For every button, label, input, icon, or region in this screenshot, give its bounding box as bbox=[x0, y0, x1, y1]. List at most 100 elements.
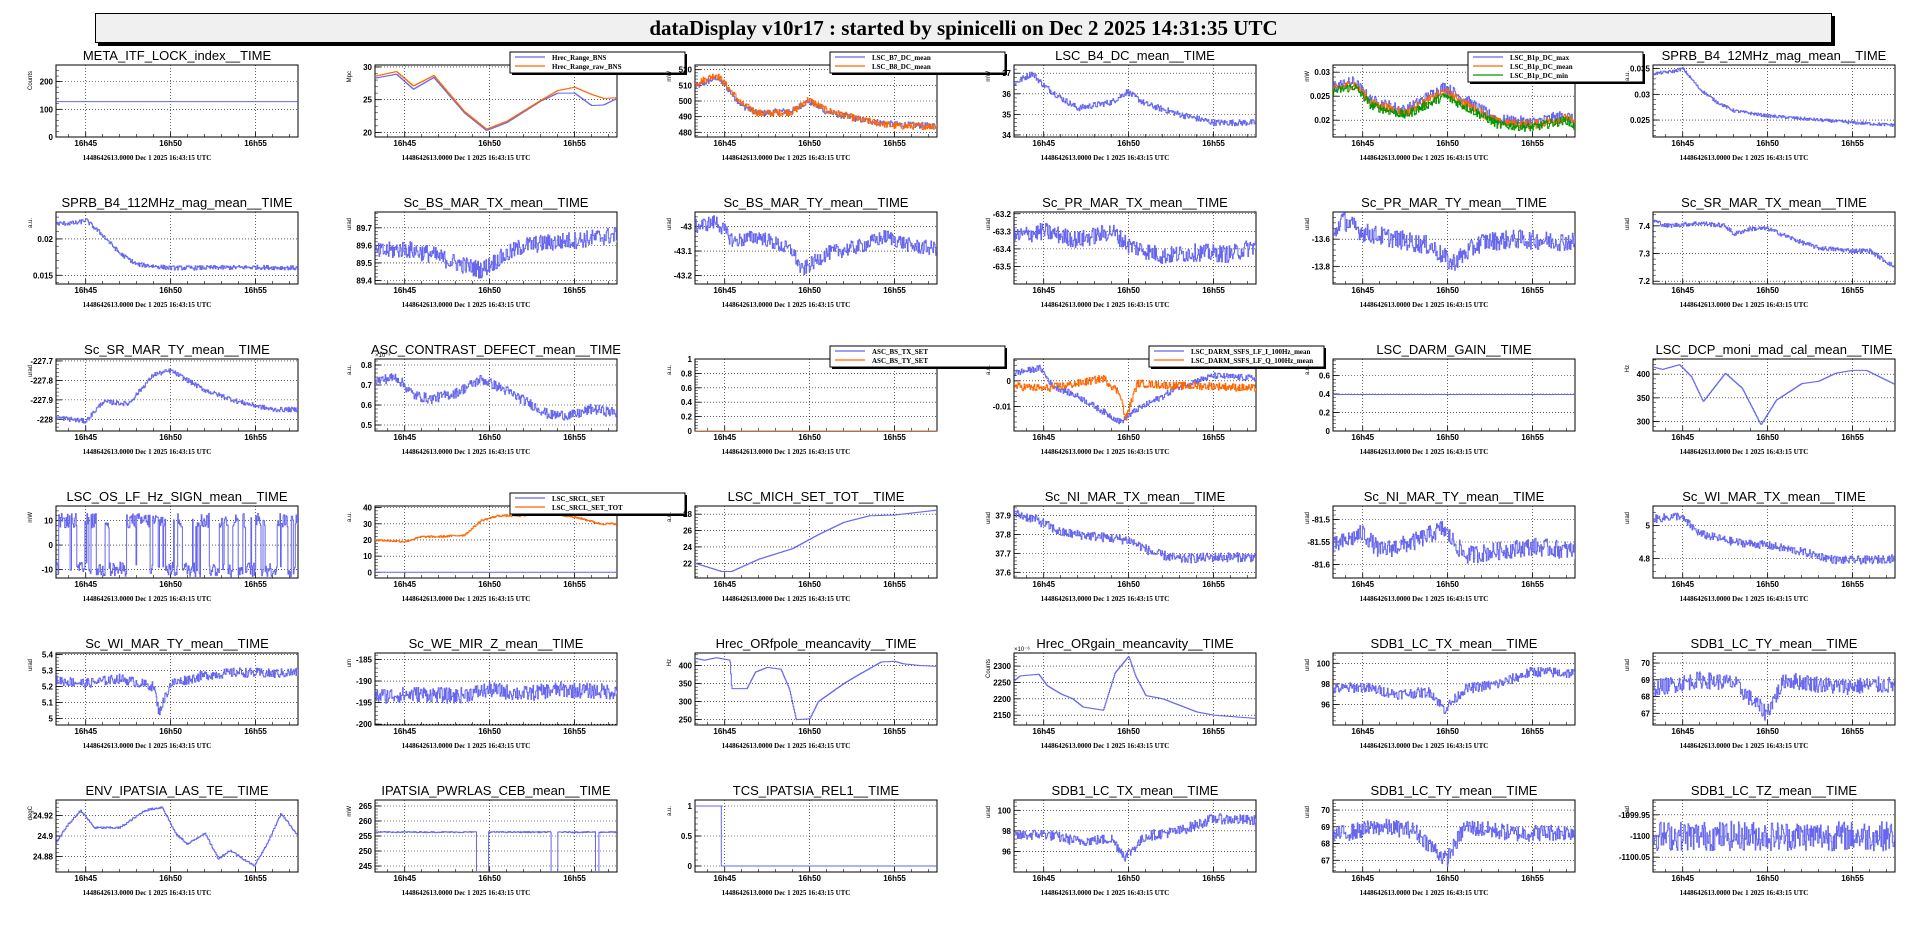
chart-title: SPRB_B4_112MHz_mag_mean__TIME bbox=[62, 195, 293, 210]
chart-panel: 16h45 16h50 16h55 67 68 69 70 urad SDB1_LC_TY_me… bbox=[1597, 636, 1916, 785]
chart-svg: 16h45 16h50 16h55 250 300 350 400 Hz Hrec_ORfpol… bbox=[667, 636, 938, 750]
y-tick-label: 0 bbox=[368, 568, 373, 577]
x-tick-label: 16h45 bbox=[1032, 874, 1055, 883]
y-tick-label: 0.7 bbox=[361, 381, 373, 390]
y-tick-label: -1100 bbox=[1629, 832, 1650, 841]
x-tick-label: 16h55 bbox=[563, 433, 586, 442]
x-tick-label: 16h45 bbox=[713, 433, 736, 442]
y-tick-label: 98 bbox=[1002, 827, 1011, 836]
legend-entry: ASC_BS_TX_SET bbox=[872, 348, 928, 356]
y-axis-label: mW bbox=[667, 71, 673, 82]
series-line bbox=[694, 215, 937, 275]
y-tick-label: 89.4 bbox=[357, 276, 373, 285]
y-tick-label: 5.3 bbox=[42, 667, 54, 676]
y-axis-label: urad bbox=[1305, 512, 1311, 524]
chart-title: SDB1_LC_TX_mean__TIME bbox=[1051, 783, 1218, 798]
y-tick-label: 5 bbox=[49, 715, 54, 724]
x-tick-label: 16h50 bbox=[1756, 874, 1779, 883]
y-tick-label: -43.2 bbox=[673, 271, 692, 280]
x-tick-label: 16h50 bbox=[1756, 286, 1779, 295]
y-axis-label: urad bbox=[1625, 218, 1631, 230]
x-tick-label: 16h45 bbox=[1352, 286, 1375, 295]
chart-footer-timestamp: 1448642613.0000 Dec 1 2025 16:43:15 UTC bbox=[83, 301, 212, 309]
chart-footer-timestamp: 1448642613.0000 Dec 1 2025 16:43:15 UTC bbox=[1679, 889, 1808, 897]
x-tick-label: 16h45 bbox=[1352, 727, 1375, 736]
legend-entry: Hrec_Range_raw_BNS bbox=[552, 63, 622, 71]
plot-frame bbox=[1013, 652, 1257, 726]
y-tick-label: 7.2 bbox=[1638, 277, 1650, 286]
y-tick-label: 34 bbox=[1002, 131, 1011, 140]
x-tick-label: 16h45 bbox=[394, 727, 417, 736]
plot-frame bbox=[1013, 358, 1257, 432]
x-tick-label: 16h50 bbox=[159, 727, 182, 736]
chart-svg: 16h45 16h50 16h55 -1100.05 -1100 -1099.95urad… bbox=[1618, 783, 1895, 897]
chart-svg: 16h45 16h50 16h55 -0.01 0 a.u. 1448642613.0000… bbox=[986, 345, 1326, 456]
y-tick-label: -227.9 bbox=[30, 396, 53, 405]
y-tick-label: 35 bbox=[1002, 110, 1011, 119]
y-tick-label: 260 bbox=[359, 817, 373, 826]
chart-svg: 16h45 16h50 16h55 -228 -227.9 -227.8 -227.7ura… bbox=[28, 342, 299, 456]
y-tick-label: 0.2 bbox=[1319, 409, 1331, 418]
chart-title: Sc_BS_MAR_TY_mean__TIME bbox=[723, 195, 908, 210]
y-tick-label: -81.6 bbox=[1312, 561, 1331, 570]
y-tick-label: 2150 bbox=[993, 711, 1011, 720]
x-tick-label: 16h45 bbox=[1352, 580, 1375, 589]
x-tick-label: 16h55 bbox=[244, 580, 267, 589]
y-tick-label: 100 bbox=[998, 806, 1012, 815]
x-tick-label: 16h45 bbox=[1671, 139, 1694, 148]
x-tick-label: 16h55 bbox=[883, 433, 906, 442]
y-tick-label: 0.015 bbox=[33, 271, 54, 280]
series-line bbox=[694, 73, 937, 130]
chart-svg: 16h45 16h50 16h55 245 250 255 260 265 mW IPATSIA_… bbox=[347, 783, 618, 897]
chart-panel: 16h45 16h50 16h55 -43.2 -43.1 -43 urad Sc_BS_MA… bbox=[639, 195, 958, 344]
y-tick-label: 30 bbox=[363, 520, 372, 529]
chart-footer-timestamp: 1448642613.0000 Dec 1 2025 16:43:15 UTC bbox=[1041, 742, 1170, 750]
x-tick-label: 16h45 bbox=[394, 433, 417, 442]
plot-frame bbox=[1013, 64, 1257, 138]
y-tick-label: 0.8 bbox=[680, 369, 692, 378]
series-line bbox=[1013, 71, 1256, 127]
y-axis-label: Mpc bbox=[347, 71, 353, 82]
chart-panel: 16h45 16h50 16h55 96 98 100 urad SDB1_LC_TX_mea… bbox=[1277, 636, 1596, 785]
y-axis-label: a.u. bbox=[986, 365, 992, 375]
x-tick-label: 16h55 bbox=[883, 874, 906, 883]
chart-svg: 16h45 16h50 16h55 -43.2 -43.1 -43 urad Sc_BS_MA… bbox=[667, 195, 938, 309]
x-tick-label: 16h45 bbox=[74, 139, 97, 148]
chart-footer-timestamp: 1448642613.0000 Dec 1 2025 16:43:15 UTC bbox=[1679, 742, 1808, 750]
y-tick-label: 98 bbox=[1321, 680, 1330, 689]
chart-title: SPRB_B4_12MHz_mag_mean__TIME bbox=[1661, 48, 1886, 63]
x-tick-label: 16h45 bbox=[74, 286, 97, 295]
y-tick-label: -63.2 bbox=[993, 210, 1012, 219]
x-tick-label: 16h55 bbox=[1202, 139, 1225, 148]
chart-title: LSC_DCP_moni_mad_cal_mean__TIME bbox=[1655, 342, 1892, 357]
x-tick-label: 16h50 bbox=[1117, 580, 1140, 589]
y-tick-label: 0 bbox=[49, 133, 54, 142]
series-line bbox=[1652, 364, 1895, 425]
x-tick-label: 16h55 bbox=[244, 874, 267, 883]
x-tick-label: 16h50 bbox=[159, 433, 182, 442]
y-tick-label: 0.035 bbox=[1629, 65, 1650, 74]
chart-footer-timestamp: 1448642613.0000 Dec 1 2025 16:43:15 UTC bbox=[1041, 301, 1170, 309]
x-tick-label: 16h55 bbox=[563, 139, 586, 148]
plot-frame bbox=[694, 652, 938, 726]
x-tick-label: 16h50 bbox=[1436, 433, 1459, 442]
y-axis-label: degC bbox=[28, 805, 34, 820]
y-tick-label: 37.7 bbox=[995, 549, 1011, 558]
y-tick-label: 69 bbox=[1321, 823, 1330, 832]
y-axis-label: urad bbox=[1305, 218, 1311, 230]
x-tick-label: 16h55 bbox=[1202, 286, 1225, 295]
x-tick-label: 16h55 bbox=[1841, 139, 1864, 148]
chart-svg: 16h45 16h50 16h55 34 35 36 37 mW LSC_B4_DC_mean_… bbox=[986, 48, 1257, 162]
y-tick-label: 0.025 bbox=[1310, 92, 1331, 101]
y-tick-label: 350 bbox=[678, 680, 692, 689]
y-tick-label: -185 bbox=[356, 655, 373, 664]
y-axis-label: urad bbox=[28, 659, 34, 671]
chart-footer-timestamp: 1448642613.0000 Dec 1 2025 16:43:15 UTC bbox=[83, 742, 212, 750]
y-tick-label: -1099.95 bbox=[1618, 811, 1650, 820]
chart-footer-timestamp: 1448642613.0000 Dec 1 2025 16:43:15 UTC bbox=[1679, 301, 1808, 309]
plot-frame bbox=[694, 358, 938, 432]
legend-entry: LSC_SRCL_SET_TOT bbox=[552, 504, 623, 512]
chart-title: Sc_BS_MAR_TX_mean__TIME bbox=[404, 195, 589, 210]
x-tick-label: 16h45 bbox=[1032, 286, 1055, 295]
y-tick-label: 520 bbox=[678, 66, 692, 75]
